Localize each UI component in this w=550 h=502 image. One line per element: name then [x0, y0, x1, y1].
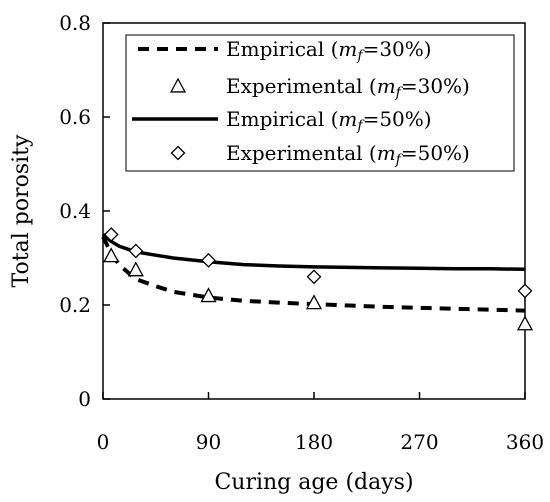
legend-label-suffix: =30%): [363, 37, 432, 61]
legend-label-subscript: f: [356, 118, 365, 134]
y-tick-label: 0.8: [59, 11, 91, 35]
y-axis-title: Total porosity: [9, 134, 34, 287]
legend-label: Experimental (mf=50%): [226, 141, 470, 168]
series-line: [101, 236, 526, 313]
data-point-triangle: [200, 287, 217, 303]
x-tick-label: 180: [295, 430, 333, 454]
series-2: [103, 247, 534, 331]
y-tick-label: 0: [78, 387, 91, 411]
x-tick-label: 0: [97, 430, 110, 454]
y-tick-label: 0.2: [59, 293, 91, 317]
legend-label-suffix: =50%): [363, 107, 432, 131]
legend-label-variable: m: [377, 141, 396, 165]
legend-label-prefix: Experimental (: [226, 141, 377, 165]
y-tick-label: 0.6: [59, 105, 91, 129]
legend-label-subscript: f: [395, 85, 404, 101]
data-point-triangle: [103, 247, 120, 263]
legend-label: Experimental (mf=30%): [226, 74, 470, 101]
tick-labels: 0 90 180 270 360 0 0.2 0.4 0.6 0.8: [59, 11, 544, 454]
legend-label-prefix: Experimental (: [226, 74, 377, 98]
legend-label-prefix: Empirical (: [226, 107, 338, 131]
legend: Empirical (mf=30%)Experimental (mf=30%)E…: [125, 34, 515, 172]
legend-swatch-triangle: [169, 77, 187, 93]
legend-label: Empirical (mf=30%): [226, 37, 432, 64]
x-tick-label: 270: [400, 430, 438, 454]
series-3: [101, 233, 526, 272]
legend-label-variable: m: [338, 107, 357, 131]
legend-entry: Empirical (mf=30%): [138, 37, 432, 64]
legend-label-suffix: =50%): [401, 141, 470, 165]
legend-label-variable: m: [338, 37, 357, 61]
x-tick-label: 360: [506, 430, 544, 454]
data-point-triangle: [127, 261, 144, 277]
legend-label-variable: m: [377, 74, 396, 98]
legend-entry: Empirical (mf=50%): [132, 107, 432, 134]
y-tick-label: 0.4: [59, 199, 91, 223]
legend-label-subscript: f: [395, 152, 404, 168]
legend-label-prefix: Empirical (: [226, 37, 338, 61]
axis-ticks: [102, 22, 526, 400]
data-point-diamond: [517, 283, 533, 299]
data-point-diamond: [306, 269, 322, 285]
data-series: [101, 227, 534, 331]
legend-label-suffix: =30%): [401, 74, 470, 98]
data-point-triangle: [516, 315, 534, 331]
series-1: [101, 236, 526, 313]
legend-label-subscript: f: [356, 48, 365, 64]
legend-swatch-diamond: [170, 145, 186, 161]
legend-label: Empirical (mf=50%): [226, 107, 432, 134]
x-tick-label: 90: [196, 430, 221, 454]
legend-entry: Experimental (mf=30%): [169, 74, 470, 101]
data-point-diamond: [103, 227, 119, 242]
data-point-triangle: [305, 294, 323, 310]
data-point-diamond: [128, 243, 144, 259]
legend-box: [125, 34, 515, 172]
legend-entry: Experimental (mf=50%): [170, 141, 470, 168]
data-point-diamond: [201, 252, 216, 268]
series-4: [103, 227, 533, 299]
series-line: [101, 233, 526, 272]
x-axis-title: Curing age (days): [214, 470, 413, 495]
